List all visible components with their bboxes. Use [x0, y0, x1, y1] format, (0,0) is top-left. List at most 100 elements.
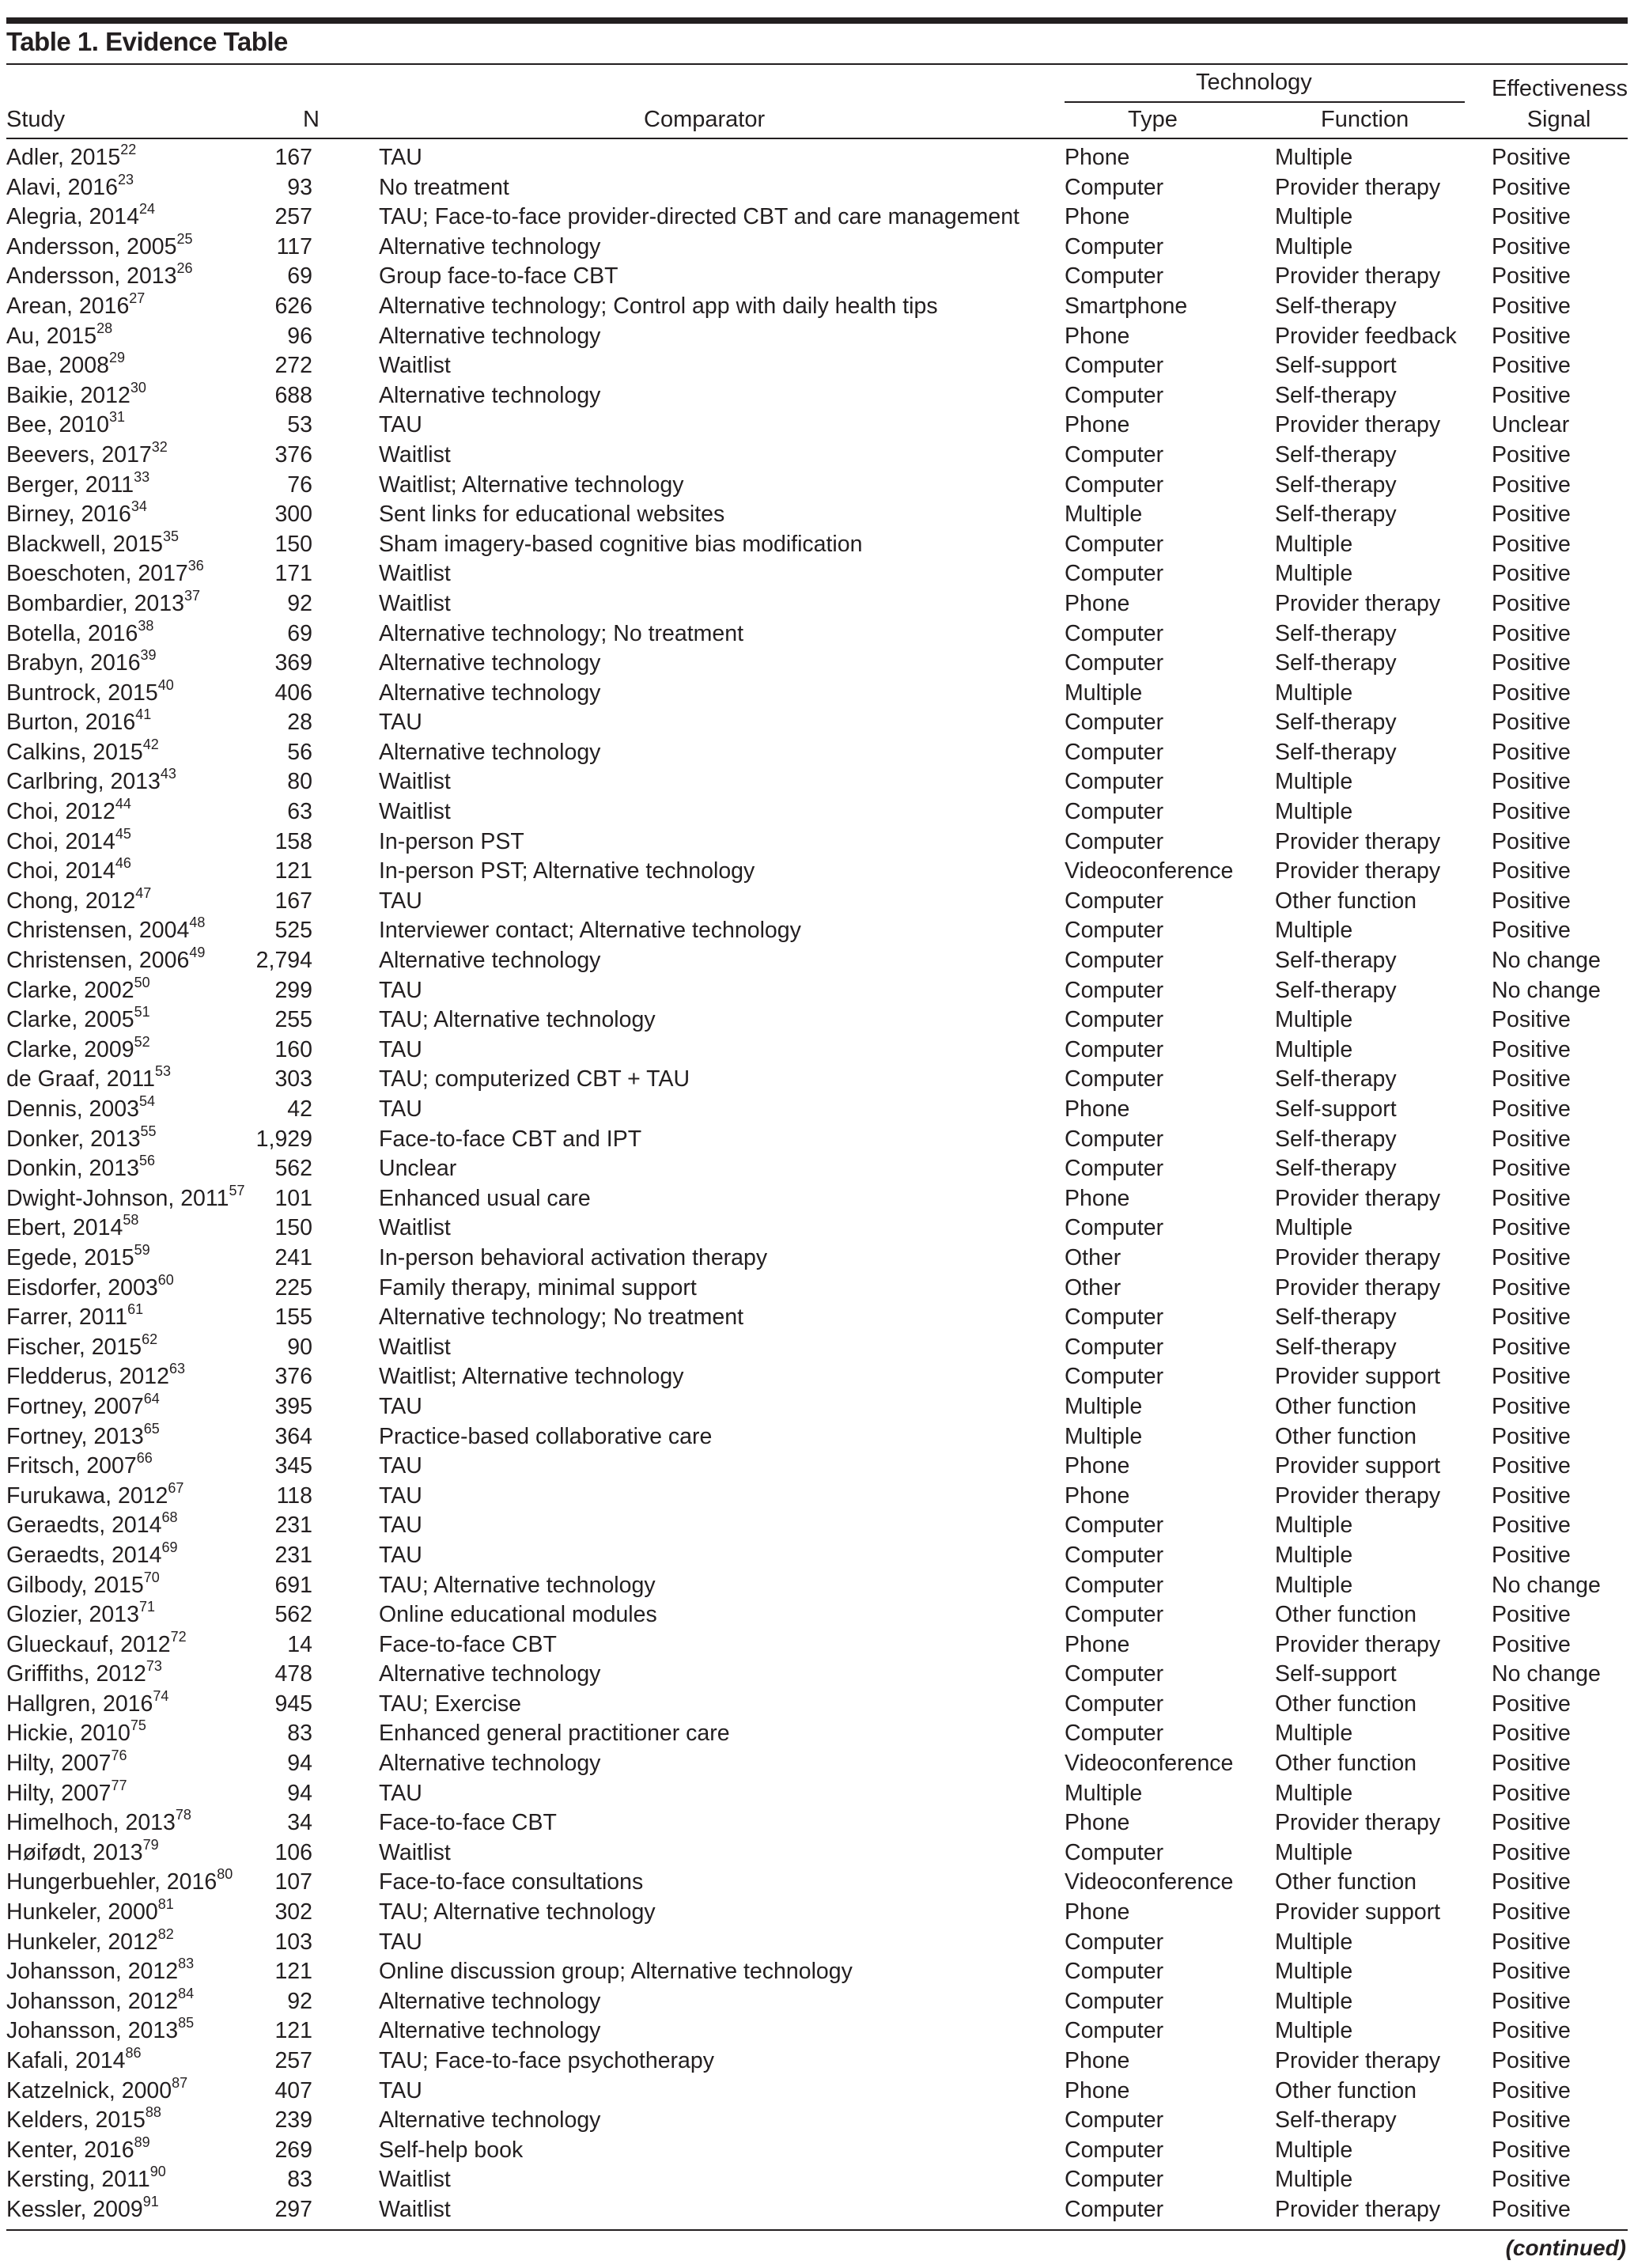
table-row: Johansson, 201385 121 Alternative technolo…	[0, 2016, 1634, 2047]
n-cell: 269	[274, 2137, 312, 2163]
signal-cell: No change	[1492, 948, 1601, 974]
study-name: Birney, 2016	[6, 502, 131, 528]
study-name: Høifødt, 2013	[6, 1839, 143, 1865]
type-cell: Videoconference	[1065, 1751, 1234, 1777]
type-cell: Computer	[1065, 918, 1164, 944]
function-cell: Provider therapy	[1275, 1274, 1441, 1301]
comparator-cell: Alternative technology	[379, 2018, 601, 2044]
n-cell: 160	[274, 1036, 312, 1062]
function-cell: Multiple	[1275, 2137, 1353, 2163]
study-name: Christensen, 2004	[6, 918, 190, 944]
type-cell: Computer	[1065, 1364, 1164, 1390]
study-name: Glozier, 2013	[6, 1602, 139, 1628]
type-cell: Computer	[1065, 1007, 1164, 1033]
type-cell: Computer	[1065, 1156, 1164, 1182]
function-cell: Provider therapy	[1275, 412, 1441, 438]
signal-cell: Positive	[1492, 1274, 1571, 1301]
study-name: Clarke, 2002	[6, 977, 134, 1003]
reference-number: 24	[138, 201, 155, 218]
signal-cell: Positive	[1492, 293, 1571, 319]
signal-cell: Positive	[1492, 1007, 1571, 1033]
signal-cell: Positive	[1492, 739, 1571, 765]
n-cell: 118	[276, 1482, 312, 1509]
comparator-cell: Alternative technology; Control app with…	[379, 293, 938, 319]
comparator-cell: Alternative technology	[379, 650, 601, 676]
study-name: Carlbring, 2013	[6, 769, 161, 795]
comparator-cell: TAU; Face-to-face provider-directed CBT …	[379, 204, 1019, 230]
reference-number: 62	[142, 1331, 158, 1347]
n-cell: 272	[274, 353, 312, 379]
table-row: Burton, 201641 28 TAU Computer Self-therapy P…	[0, 707, 1634, 738]
study-cell: Boeschoten, 201736	[6, 558, 204, 589]
type-cell: Phone	[1065, 412, 1130, 438]
n-cell: 34	[287, 1810, 312, 1836]
reference-number: 89	[134, 2134, 150, 2150]
study-name: Boeschoten, 2017	[6, 561, 188, 587]
n-cell: 106	[274, 1839, 312, 1865]
signal-cell: Positive	[1492, 858, 1571, 884]
signal-cell: Positive	[1492, 1185, 1571, 1211]
reference-number: 54	[138, 1093, 155, 1109]
function-cell: Multiple	[1275, 1572, 1353, 1598]
study-name: Johansson, 2012	[6, 1988, 179, 2014]
signal-cell: Positive	[1492, 1899, 1571, 1925]
table-row: Fortney, 200764 395 TAU Multiple Other funct…	[0, 1391, 1634, 1422]
study-cell: Choi, 201446	[6, 856, 131, 887]
reference-number: 58	[123, 1212, 139, 1229]
study-cell: Alavi, 201623	[6, 172, 134, 203]
study-cell: Katzelnick, 200087	[6, 2076, 187, 2107]
study-cell: Hungerbuehler, 201680	[6, 1867, 233, 1898]
study-cell: Farrer, 201161	[6, 1302, 143, 1333]
comparator-cell: TAU	[379, 1929, 422, 1955]
study-cell: Griffiths, 201273	[6, 1659, 162, 1690]
type-cell: Other	[1065, 1244, 1121, 1270]
function-cell: Self-support	[1275, 1096, 1397, 1122]
study-name: Kafali, 2014	[6, 2048, 126, 2073]
signal-cell: Positive	[1492, 680, 1571, 706]
comparator-cell: TAU	[379, 1482, 422, 1509]
comparator-cell: TAU; Alternative technology	[379, 1007, 656, 1033]
type-cell: Computer	[1065, 888, 1164, 914]
reference-number: 40	[157, 676, 174, 693]
type-cell: Phone	[1065, 145, 1130, 170]
function-cell: Multiple	[1275, 799, 1353, 825]
study-cell: Chong, 201247	[6, 886, 151, 917]
signal-cell: Positive	[1492, 828, 1571, 854]
type-cell: Computer	[1065, 977, 1164, 1003]
signal-cell: Positive	[1492, 1691, 1571, 1717]
type-cell: Videoconference	[1065, 858, 1234, 884]
table-row: Hilty, 200777 94 TAU Multiple Multiple Positi…	[0, 1778, 1634, 1809]
type-cell: Computer	[1065, 2196, 1164, 2222]
comparator-cell: In-person PST; Alternative technology	[379, 858, 755, 884]
comparator-cell: Waitlist	[379, 1839, 451, 1865]
signal-cell: Positive	[1492, 233, 1571, 259]
type-cell: Computer	[1065, 2167, 1164, 2193]
table-row: Botella, 201638 69 Alternative technology;…	[0, 619, 1634, 649]
type-cell: Phone	[1065, 1810, 1130, 1836]
study-cell: Donker, 201355	[6, 1124, 157, 1155]
study-name: Kenter, 2016	[6, 2137, 134, 2163]
study-name: Geraedts, 2014	[6, 1513, 162, 1539]
table-row: Johansson, 201284 92 Alternative technolog…	[0, 1986, 1634, 2017]
signal-cell: Positive	[1492, 1721, 1571, 1747]
reference-number: 78	[175, 1807, 191, 1823]
reference-number: 51	[134, 1004, 150, 1020]
function-cell: Self-therapy	[1275, 977, 1397, 1003]
n-cell: 1,929	[255, 1126, 312, 1152]
function-cell: Provider therapy	[1275, 1631, 1441, 1657]
study-cell: Alegria, 201424	[6, 201, 155, 233]
study-name: Glueckauf, 2012	[6, 1631, 171, 1657]
n-cell: 14	[287, 1631, 312, 1657]
reference-number: 48	[189, 914, 206, 931]
study-cell: Clarke, 200250	[6, 975, 150, 1006]
n-cell: 297	[274, 2196, 312, 2222]
signal-cell: Positive	[1492, 2167, 1571, 2193]
table-row: Gilbody, 201570 691 TAU; Alternative techn…	[0, 1570, 1634, 1601]
study-cell: Bombardier, 201337	[6, 589, 200, 619]
type-cell: Computer	[1065, 948, 1164, 974]
function-cell: Multiple	[1275, 769, 1353, 795]
type-cell: Videoconference	[1065, 1869, 1234, 1895]
table-row: Arean, 201627 626 Alternative technology; …	[0, 291, 1634, 322]
header-comparator: Comparator	[644, 107, 766, 132]
function-cell: Self-therapy	[1275, 1156, 1397, 1182]
